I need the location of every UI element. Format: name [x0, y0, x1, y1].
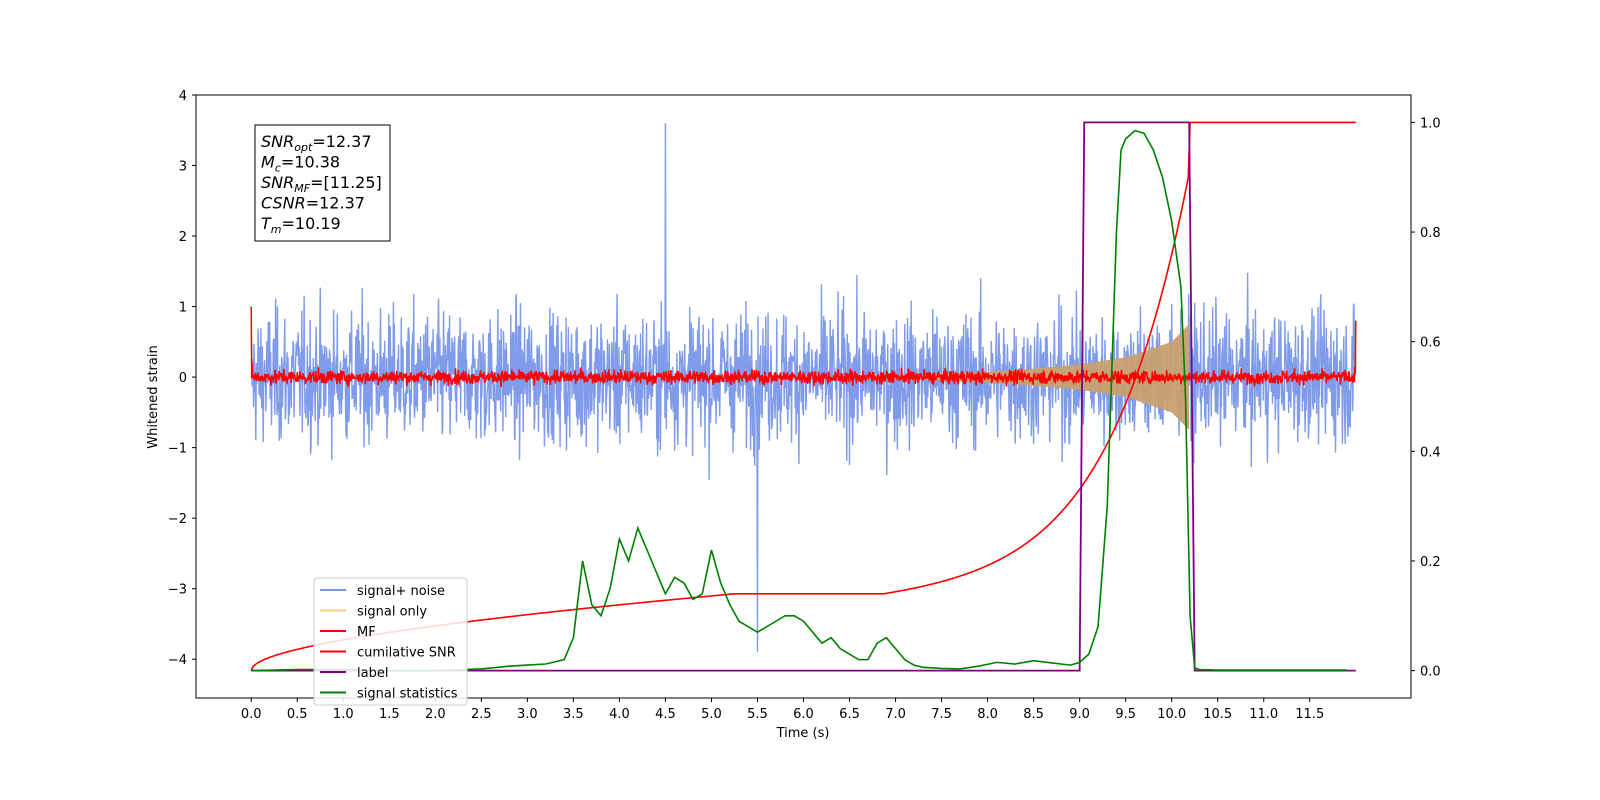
legend-frame: [313, 577, 468, 706]
info-line: CSNR=12.37: [261, 194, 365, 213]
x-tick-label: 0.5: [287, 707, 308, 722]
x-axis-label: Time (s): [776, 726, 830, 741]
series-mf: [250, 306, 1357, 388]
y2-tick-label: 0.8: [1420, 226, 1441, 241]
x-tick-label: 9.0: [1069, 707, 1090, 722]
y-tick-label: −1: [168, 442, 187, 457]
y2-tick-label: 1.0: [1420, 116, 1441, 131]
x-tick-label: 7.0: [885, 707, 906, 722]
y-tick-label: 4: [179, 89, 187, 104]
y-tick-label: −4: [168, 653, 187, 668]
info-value: =10.38: [281, 153, 340, 172]
y-axis-label: Whitened strain: [146, 345, 161, 448]
x-tick-label: 6.5: [839, 707, 860, 722]
legend-label-signal-statistics: signal statistics: [357, 687, 458, 702]
x-tick-label: 10.0: [1157, 707, 1186, 722]
y2-tick-label: 0.2: [1420, 555, 1441, 570]
info-value: =10.19: [282, 214, 341, 233]
legend: signal+ noise signal only MF cumilative SNR…: [313, 577, 468, 706]
x-tick-label: 9.5: [1115, 707, 1136, 722]
y-tick-label: −2: [168, 512, 187, 527]
x-tick-label: 0.0: [241, 707, 262, 722]
x-tick-label: 10.5: [1203, 707, 1232, 722]
info-var: CSNR: [261, 194, 306, 213]
series-signal-noise: [250, 123, 1357, 653]
y2-tick-label: 0.0: [1420, 665, 1441, 680]
x-tick-label: 6.0: [793, 707, 814, 722]
x-tick-label: 4.5: [655, 707, 676, 722]
info-sub: MF: [294, 182, 310, 195]
info-sub: opt: [294, 141, 313, 154]
info-box-frame: [254, 124, 391, 242]
x-tick-label: 2.5: [471, 707, 492, 722]
axes: 0.0 0.5 1.0 1.5 2.0 2.5 3.0 3.5 4.0 4.5 5.0 5.5 6.0 6…: [168, 89, 1441, 722]
x-tick-label: 5.5: [747, 707, 768, 722]
x-tick-label: 3.5: [563, 707, 584, 722]
legend-label-mf: MF: [357, 625, 376, 640]
legend-label-label: label: [357, 666, 388, 681]
legend-label-signal-only: signal only: [357, 605, 427, 620]
y-tick-label: 0: [179, 371, 187, 386]
info-line: Mc=10.38: [261, 153, 340, 175]
x-tick-label: 3.0: [517, 707, 538, 722]
legend-label-cumilative-snr: cumilative SNR: [357, 646, 456, 661]
info-box: SNRopt=12.37Mc=10.38SNRMF=[11.25]CSNR=12…: [254, 124, 391, 242]
info-var: SNR: [261, 173, 294, 192]
info-line: SNRMF=[11.25]: [261, 173, 382, 195]
y-tick-label: −3: [168, 583, 187, 598]
y-tick-label: 2: [179, 230, 187, 245]
series-signal-statistics: [251, 129, 1347, 672]
info-line: Tm=10.19: [261, 214, 341, 236]
x-tick-label: 5.0: [701, 707, 722, 722]
info-var: SNR: [261, 132, 294, 151]
x-tick-label: 11.0: [1249, 707, 1278, 722]
x-tick-label: 11.5: [1295, 707, 1324, 722]
x-tick-label: 4.0: [609, 707, 630, 722]
info-sub: m: [271, 223, 282, 236]
info-value: =12.37: [312, 132, 371, 151]
y-tick-label: 3: [179, 160, 187, 175]
info-var: M: [261, 153, 275, 172]
y2-tick-label: 0.4: [1420, 445, 1441, 460]
y2-tick-label: 0.6: [1420, 336, 1441, 351]
x-tick-label: 7.5: [931, 707, 952, 722]
info-sub: c: [275, 162, 281, 175]
y-tick-label: 1: [179, 301, 187, 316]
info-var: T: [261, 214, 272, 233]
info-value: =[11.25]: [310, 173, 382, 192]
info-line: SNRopt=12.37: [261, 132, 372, 154]
legend-label-signal-noise: signal+ noise: [357, 584, 445, 599]
x-tick-label: 8.5: [1023, 707, 1044, 722]
x-tick-label: 1.5: [379, 707, 400, 722]
x-tick-label: 1.0: [333, 707, 354, 722]
x-tick-label: 2.0: [425, 707, 446, 722]
info-value: =12.37: [306, 194, 365, 213]
x-tick-label: 8.0: [977, 707, 998, 722]
